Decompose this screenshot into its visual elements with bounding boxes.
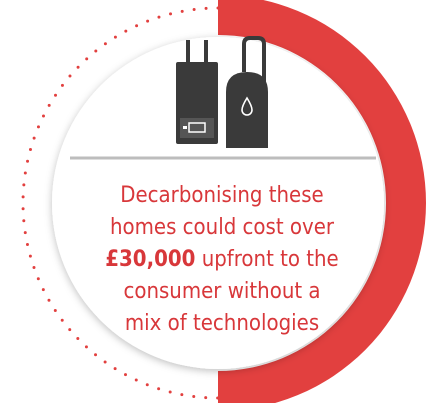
- headline-line: consumer without a: [123, 279, 320, 304]
- headline-line: Decarbonising these: [120, 183, 323, 208]
- headline-line: mix of technologies: [125, 311, 319, 336]
- headline-line: homes could cost over: [110, 215, 335, 240]
- highlight: £30,000: [105, 247, 195, 272]
- headline-line: £30,000 upfront to the: [105, 247, 339, 272]
- red-arc: [218, 0, 426, 403]
- inner-circle: [52, 37, 384, 369]
- headline-text: upfront to the: [195, 247, 338, 272]
- cylinder-icon: [226, 36, 268, 148]
- boiler-icon: [176, 40, 218, 144]
